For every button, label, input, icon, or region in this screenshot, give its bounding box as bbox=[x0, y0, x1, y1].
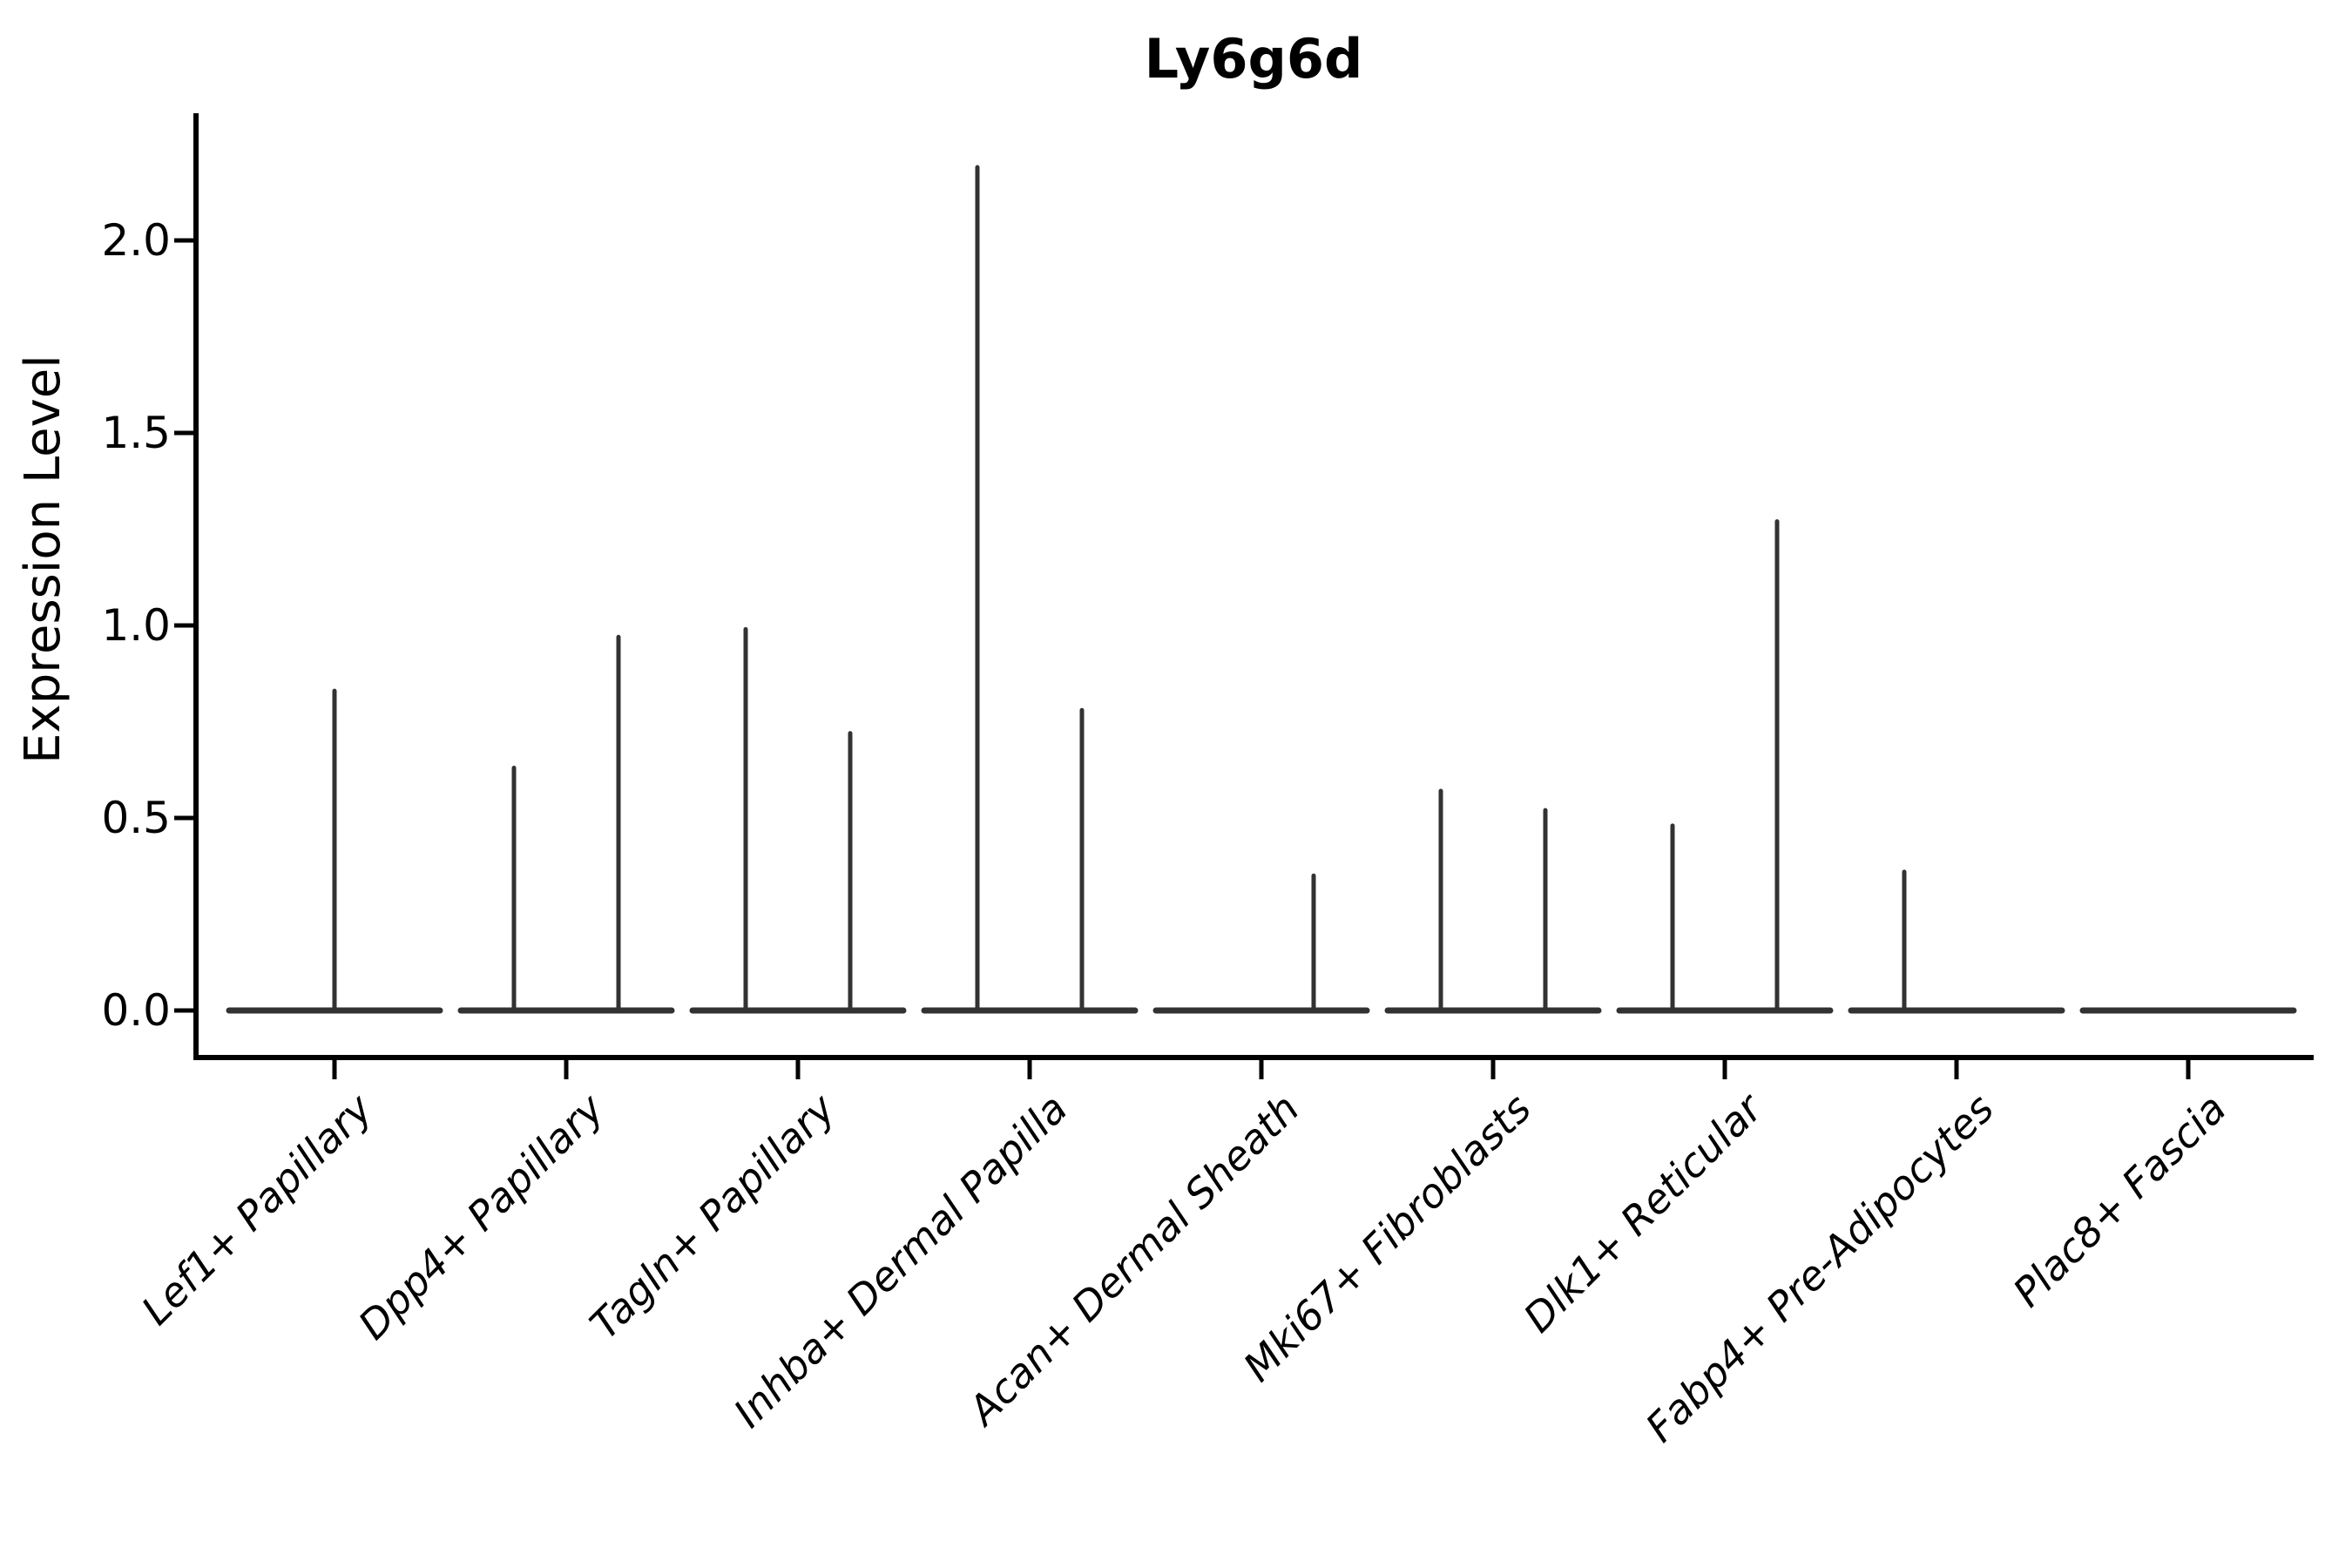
y-tick-label: 1.5 bbox=[101, 408, 171, 458]
y-axis-label: Expression Level bbox=[15, 355, 71, 764]
y-tick-label: 1.0 bbox=[101, 600, 171, 651]
x-tick-marks bbox=[332, 1060, 2191, 1079]
y-tick-marks bbox=[174, 238, 197, 1013]
y-tick-label: 2.0 bbox=[101, 215, 171, 266]
y-tick-label: 0.5 bbox=[101, 793, 171, 843]
y-tick-label: 0.0 bbox=[101, 985, 171, 1036]
violins-layer bbox=[226, 165, 2297, 1014]
chart-title: Ly6g6d bbox=[1144, 27, 1363, 91]
